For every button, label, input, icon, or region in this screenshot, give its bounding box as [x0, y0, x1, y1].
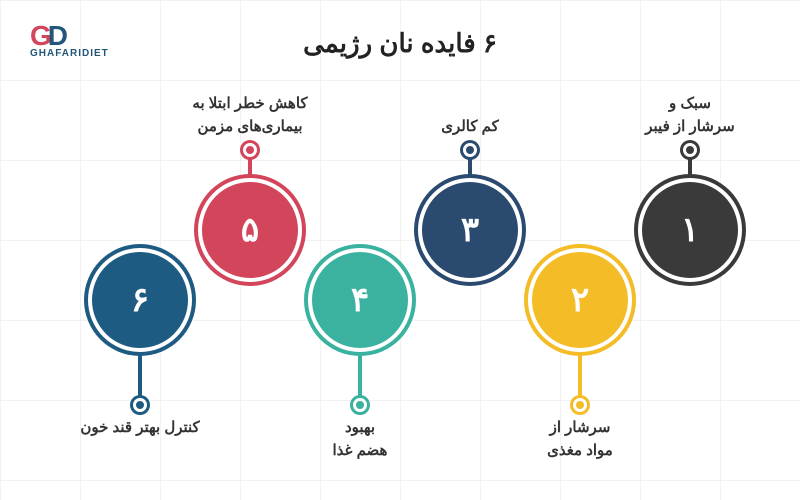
- benefit-caption-5: کاهش خطر ابتلا به بیماری‌های مزمن: [160, 93, 340, 138]
- connector-dot-3: [463, 143, 477, 157]
- connector-dot-4: [353, 398, 367, 412]
- benefit-caption-6: کنترل بهتر قند خون: [50, 417, 230, 440]
- benefit-number: ۶: [131, 280, 149, 320]
- benefit-circle-5: ۵: [198, 178, 302, 282]
- connector-5: [248, 150, 252, 178]
- benefit-number: ۲: [571, 280, 589, 320]
- benefit-caption-2: سرشار از مواد مغذی: [490, 417, 670, 462]
- benefit-circle-4: ۴: [308, 248, 412, 352]
- connector-1: [688, 150, 692, 178]
- connector-6: [138, 352, 142, 405]
- connector-2: [578, 352, 582, 405]
- benefit-number: ۱: [681, 210, 699, 250]
- connector-dot-1: [683, 143, 697, 157]
- connector-dot-2: [573, 398, 587, 412]
- page-title: ۶ فایده نان رژیمی: [0, 28, 800, 59]
- benefit-caption-4: بهبود هضم غذا: [270, 417, 450, 462]
- connector-dot-6: [133, 398, 147, 412]
- benefit-circle-6: ۶: [88, 248, 192, 352]
- benefit-circle-1: ۱: [638, 178, 742, 282]
- benefit-circle-3: ۳: [418, 178, 522, 282]
- benefit-circle-2: ۲: [528, 248, 632, 352]
- benefit-caption-1: سبک و سرشار از فیبر: [600, 93, 780, 138]
- benefit-number: ۴: [351, 280, 369, 320]
- connector-3: [468, 150, 472, 178]
- connector-dot-5: [243, 143, 257, 157]
- benefit-number: ۳: [461, 210, 479, 250]
- benefit-number: ۵: [241, 210, 259, 250]
- infographic-stage: ۱ سبک و سرشار از فیبر ۲ سرشار از مواد مغذی ۳…: [0, 0, 800, 500]
- connector-4: [358, 352, 362, 405]
- benefit-caption-3: کم کالری: [380, 116, 560, 139]
